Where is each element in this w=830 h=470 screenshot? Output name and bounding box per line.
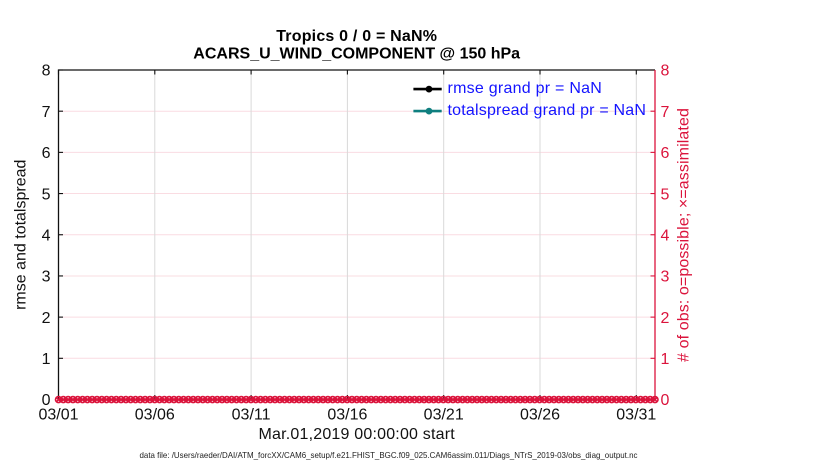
svg-text:6: 6	[661, 145, 670, 162]
svg-text:ACARS_U_WIND_COMPONENT @ 150 h: ACARS_U_WIND_COMPONENT @ 150 hPa	[193, 46, 520, 63]
svg-text:8: 8	[42, 63, 51, 80]
svg-text:03/31: 03/31	[616, 407, 656, 424]
svg-text:4: 4	[42, 227, 51, 244]
svg-text:3: 3	[42, 269, 51, 286]
svg-text:1: 1	[661, 351, 670, 368]
svg-text:Tropics 0 / 0 = NaN%: Tropics 0 / 0 = NaN%	[276, 28, 437, 45]
svg-text:03/21: 03/21	[424, 407, 464, 424]
svg-text:data file: /Users/raeder/DAI/A: data file: /Users/raeder/DAI/ATM_forcXX/…	[140, 451, 638, 460]
svg-text:6: 6	[42, 145, 51, 162]
svg-text:7: 7	[661, 104, 670, 121]
svg-text:5: 5	[42, 186, 51, 203]
svg-text:5: 5	[661, 186, 670, 203]
svg-text:Mar.01,2019 00:00:00 start: Mar.01,2019 00:00:00 start	[258, 426, 455, 443]
svg-text:0: 0	[42, 392, 51, 409]
svg-text:03/16: 03/16	[327, 407, 367, 424]
svg-text:1: 1	[42, 351, 51, 368]
svg-text:7: 7	[42, 104, 51, 121]
svg-text:rmse grand pr = NaN: rmse grand pr = NaN	[448, 80, 603, 97]
svg-text:4: 4	[661, 227, 670, 244]
svg-text:3: 3	[661, 269, 670, 286]
svg-text:# of obs: o=possible; ×=assimi: # of obs: o=possible; ×=assimilated	[676, 108, 693, 362]
svg-text:03/01: 03/01	[38, 407, 78, 424]
svg-text:rmse and totalspread: rmse and totalspread	[13, 160, 30, 310]
svg-text:2: 2	[42, 310, 51, 327]
svg-text:8: 8	[661, 63, 670, 80]
svg-text:03/11: 03/11	[232, 407, 271, 424]
svg-text:totalspread grand pr = NaN: totalspread grand pr = NaN	[448, 102, 647, 119]
svg-text:0: 0	[661, 392, 670, 409]
svg-text:2: 2	[661, 310, 670, 327]
svg-text:03/26: 03/26	[520, 407, 560, 424]
svg-text:03/06: 03/06	[135, 407, 175, 424]
